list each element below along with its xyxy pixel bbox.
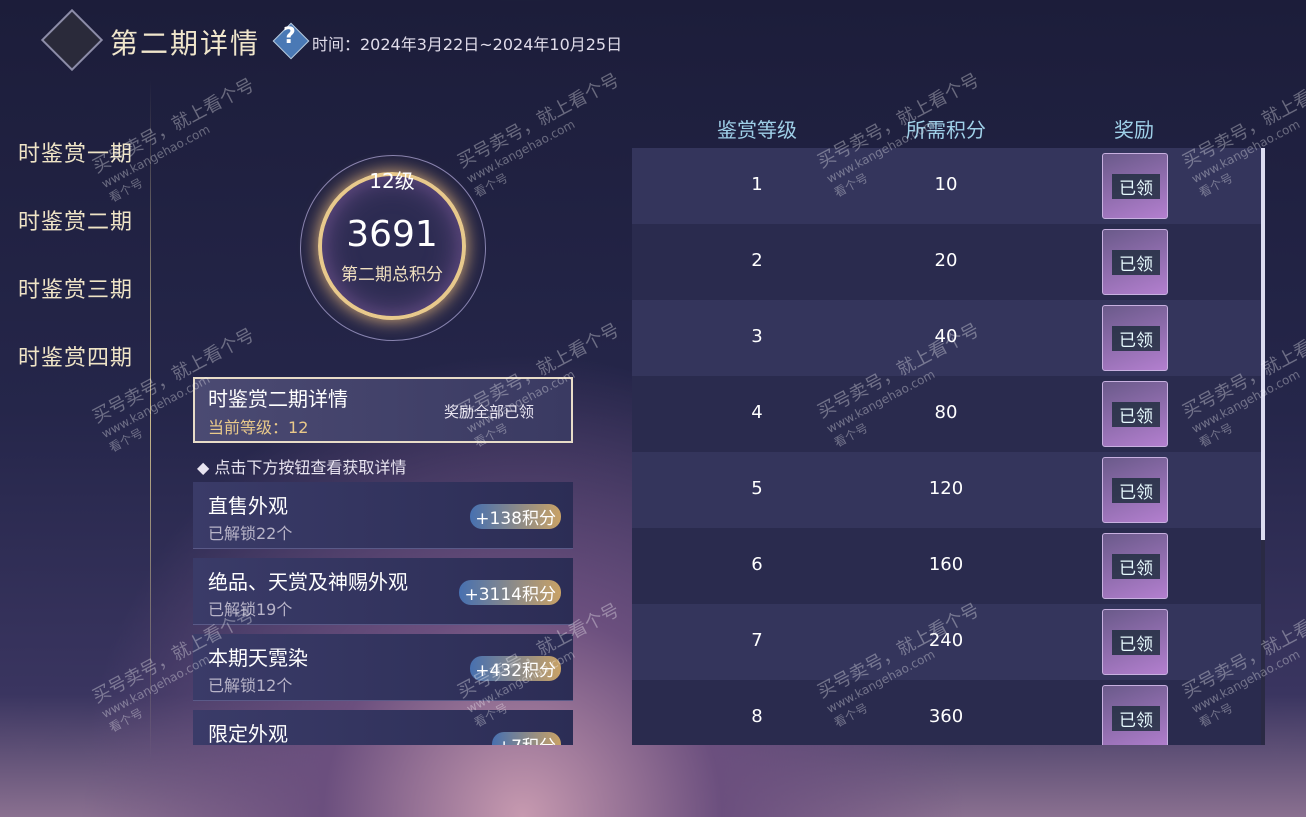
- watermark-site: www.kangehao.com: [464, 117, 578, 186]
- reward-status: 已领: [1112, 402, 1160, 427]
- source-button[interactable]: 本期天霓染已解锁12个 +432积分: [193, 634, 573, 701]
- level-cell: 1: [751, 174, 763, 195]
- level-cell: 3: [751, 326, 763, 347]
- level-cell: 4: [751, 402, 763, 423]
- detail-level: 当前等级：12: [208, 414, 308, 438]
- hint-text: 点击下方按钮查看获取详情: [214, 458, 407, 477]
- reward-status: 已领: [1112, 630, 1160, 655]
- hint: ◆ 点击下方按钮查看获取详情: [197, 458, 407, 477]
- table-row: 3 40 已领: [632, 300, 1262, 376]
- reward-icon[interactable]: 已领: [1102, 381, 1168, 447]
- source-name: 绝品、天赏及神赐外观: [208, 570, 408, 594]
- table-row: 1 10 已领: [632, 148, 1262, 224]
- scroll-thumb[interactable]: [1261, 148, 1265, 540]
- reward-icon[interactable]: 已领: [1102, 229, 1168, 295]
- source-unlocked: 已解锁12个: [208, 676, 293, 695]
- points-cell: 360: [928, 706, 964, 727]
- detail-status: 奖励全部已领: [444, 403, 535, 421]
- source-points: +432积分: [470, 656, 561, 681]
- reward-icon[interactable]: 已领: [1102, 153, 1168, 219]
- level-value: 12: [288, 418, 309, 437]
- table-row: 2 20 已领: [632, 224, 1262, 300]
- points-cell: 80: [934, 402, 958, 423]
- reward-icon[interactable]: 已领: [1102, 457, 1168, 523]
- outer-ring: [300, 155, 486, 341]
- period-tab[interactable]: 时鉴赏二期: [18, 210, 134, 235]
- divider: [150, 80, 151, 760]
- level-cell: 7: [751, 630, 763, 651]
- points-cell: 120: [928, 478, 964, 499]
- reward-icon[interactable]: 已领: [1102, 609, 1168, 675]
- period-tab[interactable]: 时鉴赏一期: [18, 142, 134, 167]
- reward-icon[interactable]: 已领: [1102, 533, 1168, 599]
- source-points: +3114积分: [459, 580, 561, 605]
- table-row: 7 240 已领: [632, 604, 1262, 680]
- column-header: 鉴赏等级: [717, 118, 797, 142]
- reward-status: 已领: [1112, 174, 1160, 199]
- source-name: 限定外观: [208, 722, 288, 745]
- source-unlocked: 已解锁19个: [208, 600, 293, 619]
- reward-status: 已领: [1112, 250, 1160, 275]
- reward-icon[interactable]: 已领: [1102, 685, 1168, 745]
- source-list: 直售外观已解锁22个 +138积分绝品、天赏及神赐外观已解锁19个 +3114积分本…: [193, 482, 575, 745]
- reward-status: 已领: [1112, 554, 1160, 579]
- reward-table: 鉴赏等级 所需积分 奖励 1 10 已领 2 20 已领 3 40 已领 4 80 已领 5 120 已领 6 160…: [632, 104, 1262, 745]
- help-icon: ?: [283, 24, 296, 49]
- level-cell: 2: [751, 250, 763, 271]
- level-cell: 5: [751, 478, 763, 499]
- score-total: 3691: [346, 214, 438, 255]
- points-cell: 40: [934, 326, 958, 347]
- level-label: 当前等级：: [208, 418, 289, 437]
- source-button[interactable]: 绝品、天赏及神赐外观已解锁19个 +3114积分: [193, 558, 573, 625]
- detail-card[interactable]: [193, 377, 573, 443]
- points-cell: 20: [934, 250, 958, 271]
- source-button[interactable]: 直售外观已解锁22个 +138积分: [193, 482, 573, 549]
- detail-title: 时鉴赏二期详情: [208, 387, 348, 411]
- source-unlocked: 已解锁22个: [208, 524, 293, 543]
- watermark-brand: 看个号: [471, 170, 511, 201]
- time-range: 时间：2024年3月22日~2024年10月25日: [312, 35, 623, 54]
- column-header: 所需积分: [906, 118, 986, 142]
- table-row: 6 160 已领: [632, 528, 1262, 604]
- title: 第二期详情: [110, 27, 261, 60]
- source-button[interactable]: 限定外观 +7积分: [193, 710, 573, 745]
- reward-icon[interactable]: 已领: [1102, 305, 1168, 371]
- back-button[interactable]: [40, 8, 104, 72]
- source-points: +7积分: [491, 732, 561, 745]
- period-tab[interactable]: 时鉴赏三期: [18, 278, 134, 303]
- watermark: 买号卖号，就上看个号 www.kangehao.com 看个号: [452, 66, 638, 201]
- source-name: 直售外观: [208, 494, 288, 518]
- table-row: 5 120 已领: [632, 452, 1262, 528]
- score-ring: [318, 172, 466, 320]
- column-header: 奖励: [1114, 118, 1154, 142]
- period-tab[interactable]: 时鉴赏四期: [18, 346, 134, 371]
- reward-status: 已领: [1112, 326, 1160, 351]
- points-cell: 10: [934, 174, 958, 195]
- level-cell: 6: [751, 554, 763, 575]
- reward-status: 已领: [1112, 706, 1160, 731]
- level-cell: 8: [751, 706, 763, 727]
- points-cell: 240: [928, 630, 964, 651]
- table-row: 8 360 已领: [632, 680, 1262, 745]
- score-level: 12级: [369, 169, 415, 193]
- score-label: 第二期总积分: [341, 265, 443, 285]
- table-row: 4 80 已领: [632, 376, 1262, 452]
- source-points: +138积分: [470, 504, 561, 529]
- watermark-slogan: 买号卖号，就上看个号: [454, 69, 623, 173]
- points-cell: 160: [928, 554, 964, 575]
- source-name: 本期天霓染: [208, 646, 308, 670]
- reward-status: 已领: [1112, 478, 1160, 503]
